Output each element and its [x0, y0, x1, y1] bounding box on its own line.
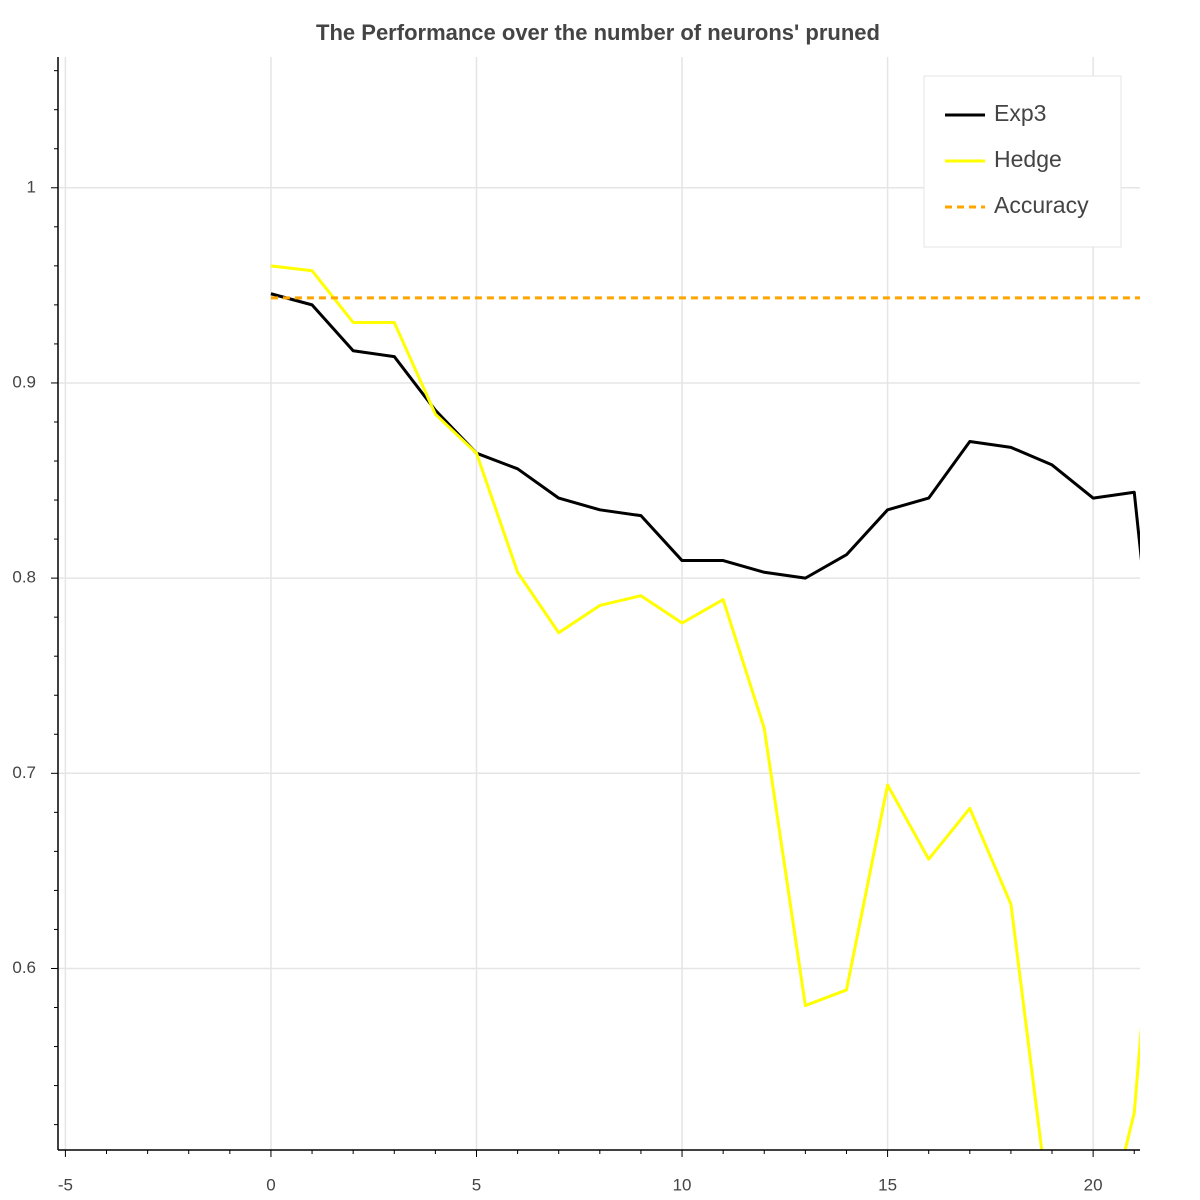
x-tick-label: 5: [472, 1175, 481, 1194]
plot-area: [270, 264, 1140, 1150]
legend-label: Accuracy: [994, 192, 1089, 218]
x-tick-label: 10: [673, 1175, 692, 1194]
legend: Exp3 Hedge Accuracy: [923, 75, 1122, 248]
legend-label: Exp3: [994, 100, 1046, 126]
axes: -5 0 5 10 15 20 0.6 0.7 0.8 0.9 1: [12, 70, 1135, 1194]
series-line: [270, 264, 1140, 1150]
y-tick-label: 0.8: [12, 568, 36, 587]
legend-label: Hedge: [994, 146, 1062, 172]
series-line: [270, 292, 1140, 580]
x-tick-label: -5: [58, 1175, 73, 1194]
y-tick-label: 1: [27, 177, 36, 196]
x-tick-label: 15: [878, 1175, 897, 1194]
x-tick-label: 0: [266, 1175, 275, 1194]
y-tick-label: 0.7: [12, 763, 36, 782]
chart-title: The Performance over the number of neuro…: [316, 20, 880, 45]
x-tick-label: 20: [1084, 1175, 1103, 1194]
y-tick-label: 0.9: [12, 372, 36, 391]
y-tick-label: 0.6: [12, 958, 36, 977]
